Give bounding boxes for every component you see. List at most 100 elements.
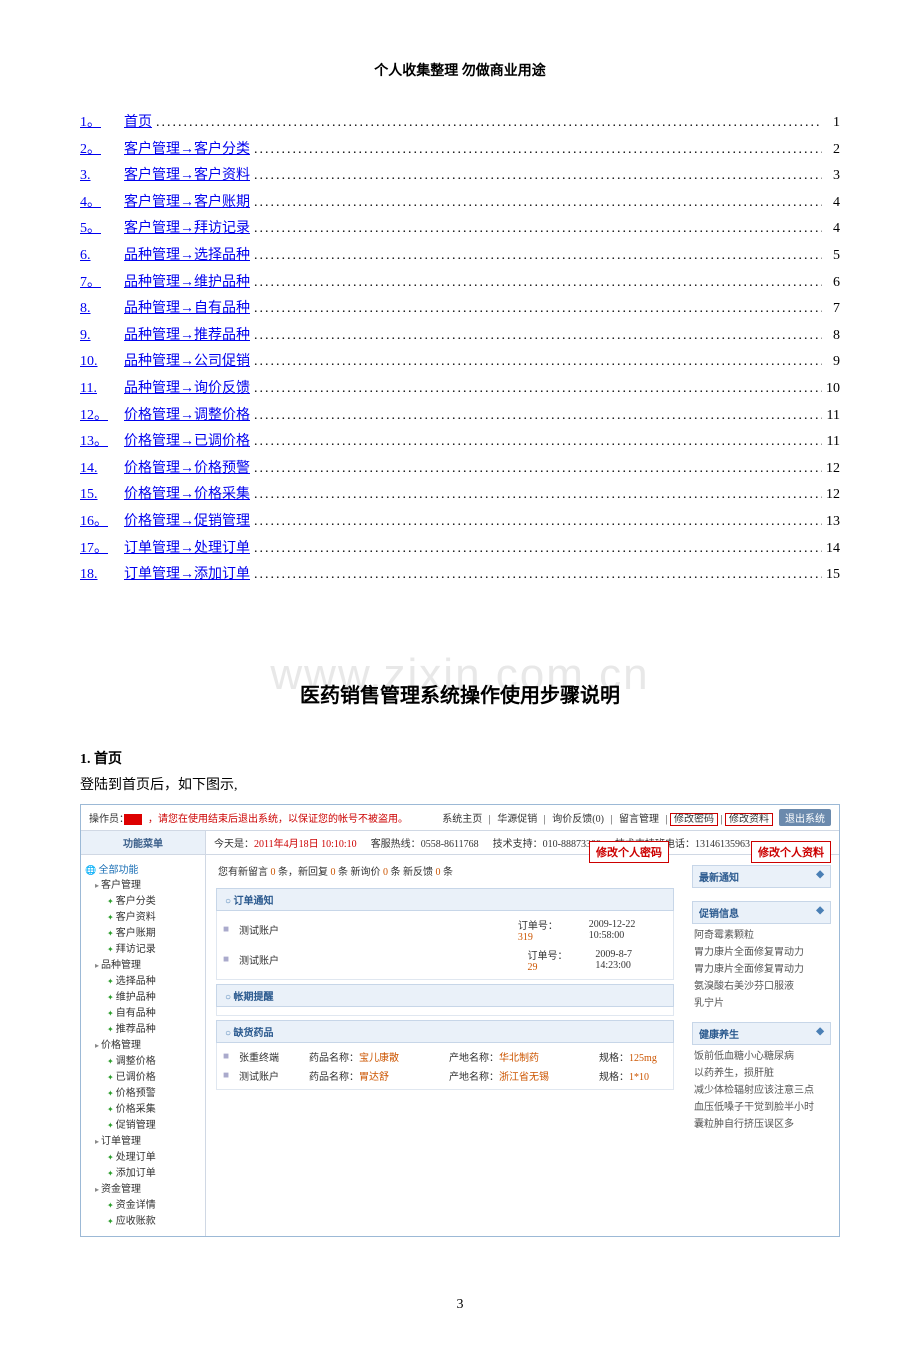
toc-number[interactable]: 15.: [80, 482, 124, 509]
nav-boxed[interactable]: 修改密码: [670, 813, 718, 826]
toc-page: 14: [822, 536, 840, 563]
sidebar-item[interactable]: 价格预警: [85, 1086, 201, 1102]
toc-number[interactable]: 3.: [80, 163, 124, 190]
toc-page: 11: [822, 429, 840, 456]
rbox-item[interactable]: 胃力康片全面修复胃动力: [694, 961, 829, 978]
toc-number[interactable]: 18.: [80, 562, 124, 589]
toc-number[interactable]: 16。: [80, 509, 124, 536]
nav-boxed[interactable]: 修改资料: [725, 813, 773, 826]
toc-leader: ........................................…: [250, 163, 822, 190]
sidebar-item[interactable]: 客户分类: [85, 894, 201, 910]
toc-leader: ........................................…: [250, 323, 822, 350]
toc-row: 14.价格管理→价格预警............................…: [80, 456, 840, 483]
toc-title-link[interactable]: 价格管理→调整价格: [124, 403, 250, 430]
callout-info: 修改个人资料: [751, 841, 831, 863]
toc-title-link[interactable]: 订单管理→处理订单: [124, 536, 250, 563]
rbox-item[interactable]: 氨溴酸右美沙芬口服液: [694, 978, 829, 995]
rbox-item[interactable]: 以药养生，损肝脏: [694, 1065, 829, 1082]
toc-leader: ........................................…: [250, 562, 822, 589]
sidebar-item[interactable]: 调整价格: [85, 1054, 201, 1070]
sidebar-item[interactable]: 客户账期: [85, 926, 201, 942]
sidebar-item[interactable]: 价格采集: [85, 1102, 201, 1118]
sidebar-item[interactable]: 维护品种: [85, 990, 201, 1006]
toc-number[interactable]: 9.: [80, 323, 124, 350]
sidebar-item[interactable]: 促销管理: [85, 1118, 201, 1134]
toc-title-link[interactable]: 客户管理→客户资料: [124, 163, 250, 190]
sidebar-item[interactable]: 选择品种: [85, 974, 201, 990]
rbox-item[interactable]: 阿奇霉素颗粒: [694, 927, 829, 944]
nav-link[interactable]: 系统主页: [438, 814, 486, 825]
rbox-item[interactable]: 减少体检辐射应该注意三点: [694, 1082, 829, 1099]
toc-number[interactable]: 7。: [80, 270, 124, 297]
toc-number[interactable]: 14.: [80, 456, 124, 483]
rbox-item[interactable]: 胃力康片全面修复胃动力: [694, 944, 829, 961]
toc-row: 1。首页....................................…: [80, 110, 840, 137]
toc-leader: ........................................…: [250, 509, 822, 536]
more-icon[interactable]: ◆: [816, 905, 824, 920]
toc-number[interactable]: 12。: [80, 403, 124, 430]
toc-number[interactable]: 11.: [80, 376, 124, 403]
toc-title-link[interactable]: 订单管理→添加订单: [124, 562, 250, 589]
toc-number[interactable]: 8.: [80, 296, 124, 323]
toc-title-link[interactable]: 品种管理→维护品种: [124, 270, 250, 297]
stock-row: ■测试账户药品名称：胃达舒产地名称：浙江省无锡规格：1*10: [223, 1066, 667, 1085]
toc-number[interactable]: 6.: [80, 243, 124, 270]
toc-title-link[interactable]: 价格管理→促销管理: [124, 509, 250, 536]
rbox-item[interactable]: 饭前低血糖小心糖尿病: [694, 1048, 829, 1065]
credit-head: 帐期提醒: [216, 984, 674, 1007]
toc-title-link[interactable]: 品种管理→询价反馈: [124, 376, 250, 403]
toc-number[interactable]: 5。: [80, 216, 124, 243]
sidebar-group[interactable]: 客户管理: [85, 878, 201, 894]
sidebar-item[interactable]: 已调价格: [85, 1070, 201, 1086]
callout-password: 修改个人密码: [589, 841, 669, 863]
sidebar-item[interactable]: 客户资料: [85, 910, 201, 926]
sidebar-item[interactable]: 推荐品种: [85, 1022, 201, 1038]
toc-title-link[interactable]: 品种管理→选择品种: [124, 243, 250, 270]
toc-title-link[interactable]: 价格管理→价格采集: [124, 482, 250, 509]
toc-title-link[interactable]: 价格管理→已调价格: [124, 429, 250, 456]
toc-number[interactable]: 1。: [80, 110, 124, 137]
more-icon[interactable]: ◆: [816, 1026, 824, 1041]
sidebar-group[interactable]: 价格管理: [85, 1038, 201, 1054]
rbox-item[interactable]: 血压低嗓子干觉到脸半小时: [694, 1099, 829, 1116]
nav-link[interactable]: 留言管理: [615, 814, 663, 825]
toc-number[interactable]: 2。: [80, 137, 124, 164]
toc-title-link[interactable]: 客户管理→客户分类: [124, 137, 250, 164]
sidebar-group[interactable]: 资金管理: [85, 1182, 201, 1198]
rbox-head: 促销信息◆: [692, 901, 831, 924]
sidebar-root[interactable]: 全部功能: [85, 861, 201, 876]
toc-number[interactable]: 13。: [80, 429, 124, 456]
nav-link[interactable]: 询价反馈(0): [548, 814, 608, 825]
toc-leader: ........................................…: [152, 110, 822, 137]
logout-warning: ，请您在使用结束后退出系统，以保证您的帐号不被盗用。: [148, 810, 408, 825]
toc-title-link[interactable]: 首页: [124, 110, 152, 137]
toc-number[interactable]: 17。: [80, 536, 124, 563]
sidebar-item[interactable]: 资金详情: [85, 1198, 201, 1214]
toc-title-link[interactable]: 品种管理→公司促销: [124, 349, 250, 376]
sidebar-group[interactable]: 品种管理: [85, 958, 201, 974]
toc-title-link[interactable]: 价格管理→价格预警: [124, 456, 250, 483]
sidebar-item[interactable]: 自有品种: [85, 1006, 201, 1022]
toc-title-link[interactable]: 品种管理→自有品种: [124, 296, 250, 323]
nav-link[interactable]: 华源促销: [493, 814, 541, 825]
rbox-item[interactable]: 乳宁片: [694, 995, 829, 1012]
toc-leader: ........................................…: [250, 536, 822, 563]
sidebar-item[interactable]: 添加订单: [85, 1166, 201, 1182]
toc-page: 3: [822, 163, 840, 190]
exit-button[interactable]: 退出系统: [779, 809, 831, 826]
rbox-item[interactable]: 囊粒肿自行挤压误区多: [694, 1116, 829, 1133]
toc-title-link[interactable]: 品种管理→推荐品种: [124, 323, 250, 350]
toc-row: 13。价格管理→已调价格............................…: [80, 429, 840, 456]
more-icon[interactable]: ◆: [816, 869, 824, 884]
sidebar-item[interactable]: 处理订单: [85, 1150, 201, 1166]
menu-header: 功能菜单: [81, 831, 206, 854]
sidebar-group[interactable]: 订单管理: [85, 1134, 201, 1150]
toc-page: 8: [822, 323, 840, 350]
toc-row: 18.订单管理→添加订单............................…: [80, 562, 840, 589]
toc-number[interactable]: 10.: [80, 349, 124, 376]
toc-title-link[interactable]: 客户管理→拜访记录: [124, 216, 250, 243]
toc-number[interactable]: 4。: [80, 190, 124, 217]
toc-title-link[interactable]: 客户管理→客户账期: [124, 190, 250, 217]
sidebar-item[interactable]: 应收账款: [85, 1214, 201, 1230]
sidebar-item[interactable]: 拜访记录: [85, 942, 201, 958]
